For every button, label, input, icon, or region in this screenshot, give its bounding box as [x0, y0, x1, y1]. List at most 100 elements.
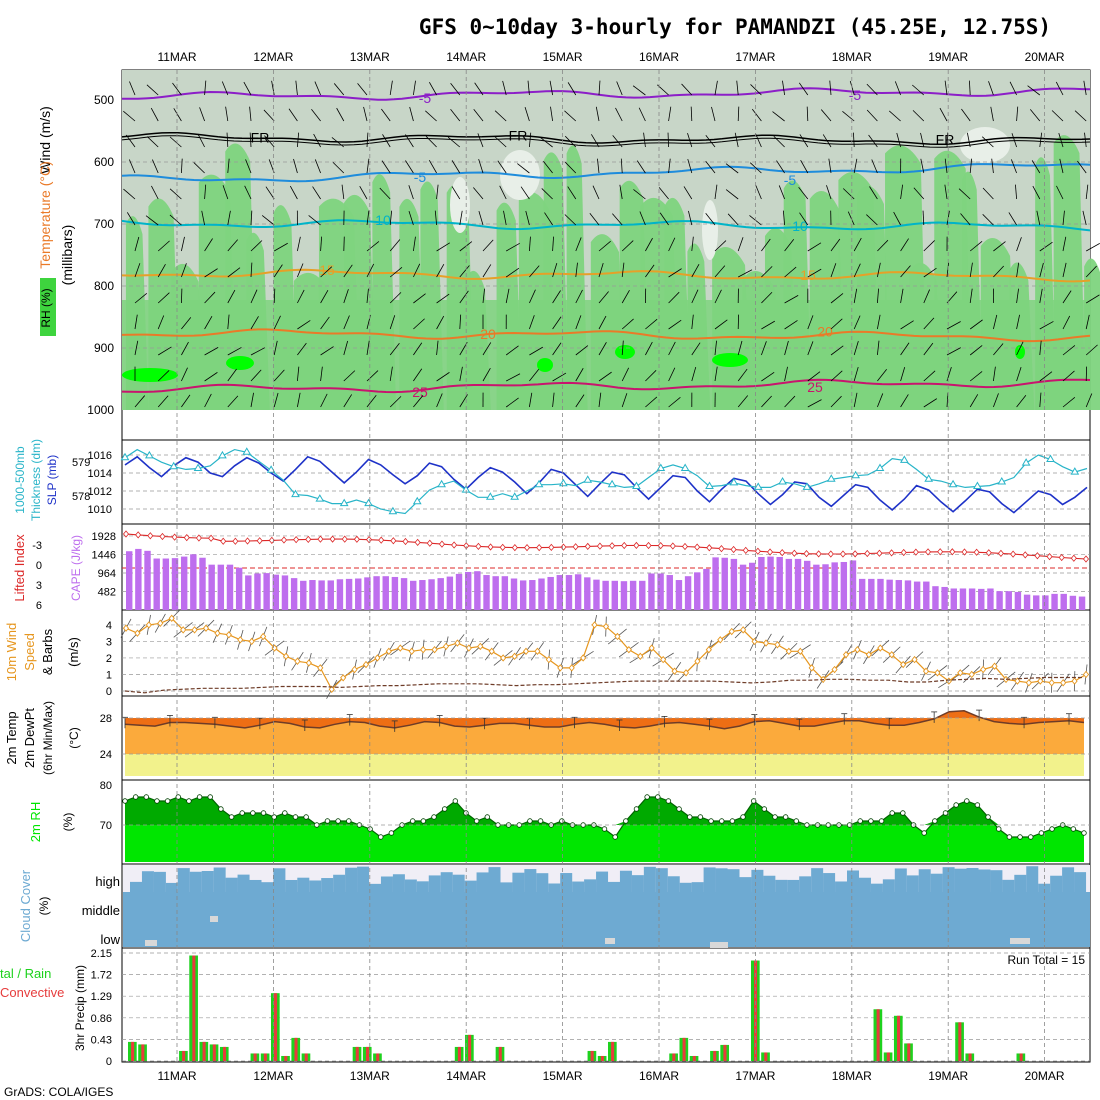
cape-bar: [941, 586, 948, 610]
wind-barb: [737, 106, 740, 122]
lifted-index-point: [353, 535, 360, 543]
wind-barb: [413, 395, 424, 408]
wind-barb: [494, 110, 507, 122]
wind-speed-point: [500, 654, 507, 662]
lifted-index-point: [997, 549, 1004, 557]
lifted-index-point: [341, 535, 348, 543]
wind-speed-point: [648, 644, 655, 652]
wind-barb: [227, 347, 242, 356]
cloud-high-bar: [452, 874, 465, 892]
wind-barb: [946, 291, 958, 304]
wind-barb: [1010, 159, 1017, 174]
cape-bar: [785, 558, 793, 610]
thickness-axis-label: 1000-500mb: [13, 446, 27, 514]
wind-barb: [969, 262, 973, 278]
wind-barb: [1027, 85, 1041, 96]
lifted-index-point: [815, 550, 822, 558]
wind-barb: [447, 136, 461, 148]
wind-barb: [502, 80, 507, 96]
cape-bar: [410, 580, 417, 610]
rh2m-point: [857, 818, 863, 824]
wind-barb: [1036, 210, 1041, 226]
wind-barb: [381, 160, 391, 174]
wind-barb: [820, 109, 832, 122]
wind-barb: [181, 341, 189, 356]
wind-barb: [552, 290, 561, 304]
cape-bar: [831, 562, 838, 610]
wind-barb: [784, 295, 799, 304]
thickness-point: [169, 461, 179, 470]
precip-tick: 2.15: [91, 948, 112, 960]
chart-title: GFS 0~10day 3-hourly for PAMANDZI (45.25…: [419, 15, 1051, 39]
wind-barb: [134, 314, 138, 330]
cloud-high-bar: [847, 870, 859, 892]
wind-speed-point: [602, 622, 610, 631]
pressure-tick: 700: [94, 217, 114, 231]
wind-barb: [853, 392, 858, 408]
wind-barb: [988, 81, 994, 96]
cape-bar: [648, 573, 655, 610]
lifted-index-point: [1046, 552, 1053, 561]
wind-speed-point: [968, 670, 975, 679]
wind-barb: [799, 134, 809, 148]
wind-speed-point: [237, 636, 244, 644]
wind-barb: [204, 238, 213, 252]
wind-speed-point: [477, 642, 484, 651]
rh2m-point: [900, 810, 906, 816]
wind-barb: [297, 263, 304, 278]
lifted-index-point: [536, 543, 543, 552]
thickness-point: [242, 447, 252, 455]
wind-barb: [871, 159, 878, 174]
wind-barb: [250, 392, 254, 408]
precip-conv-bar: [713, 1050, 717, 1061]
wind-barb: [830, 395, 842, 408]
wind-barb: [134, 395, 146, 408]
lifted-index-point: [645, 541, 652, 550]
cape-bar: [657, 573, 664, 610]
wind-barb: [204, 291, 216, 304]
cape-bar: [950, 588, 957, 610]
wind-barb: [969, 394, 979, 408]
li-tick: 3: [36, 580, 42, 592]
wind-barb: [761, 371, 775, 382]
cloud-high-bar: [273, 868, 286, 892]
wind-barb: [784, 395, 796, 408]
cape-bar: [318, 580, 325, 610]
wind-barb: [737, 340, 743, 356]
cloud-high-bar: [297, 877, 310, 892]
wind-barb: [389, 366, 393, 382]
thickness-point: [559, 478, 568, 487]
wind-speed-point: [682, 669, 690, 677]
cloud-high-bar: [536, 873, 549, 892]
wind-barb: [293, 158, 298, 174]
lifted-index-point: [706, 544, 713, 552]
lifted-index-point: [390, 537, 397, 545]
wind-speed-point: [157, 619, 164, 627]
wind-barb: [221, 81, 229, 96]
wind-speed-point: [774, 641, 781, 649]
cloud-high-bar: [799, 876, 812, 892]
temperature-contour: [121, 131, 1091, 146]
wind-barb: [784, 320, 798, 330]
wind-barb: [366, 158, 370, 174]
wind-speed-point: [637, 652, 644, 661]
lifted-index-point: [147, 532, 154, 540]
cape-bar: [1005, 591, 1012, 610]
cape-bar: [886, 579, 893, 610]
cloud-high-bar: [978, 869, 991, 892]
wind-barb: [529, 132, 532, 148]
cloud-high-bar: [655, 868, 668, 892]
wind-barb: [564, 214, 577, 226]
wind-barb: [157, 346, 172, 356]
rh2m-point: [122, 798, 128, 804]
li-tick: 6: [36, 600, 42, 612]
wind-barb: [923, 370, 936, 382]
wind-speed-point: [397, 644, 404, 652]
wind-speed-point: [991, 662, 998, 670]
wind-barb: [525, 210, 530, 226]
contour-label: 25: [412, 384, 428, 400]
wind-barb: [250, 289, 258, 304]
precip-conv-bar: [600, 1055, 604, 1061]
wind-speed-point: [934, 669, 941, 677]
date-tick-top: 13MAR: [350, 50, 390, 64]
